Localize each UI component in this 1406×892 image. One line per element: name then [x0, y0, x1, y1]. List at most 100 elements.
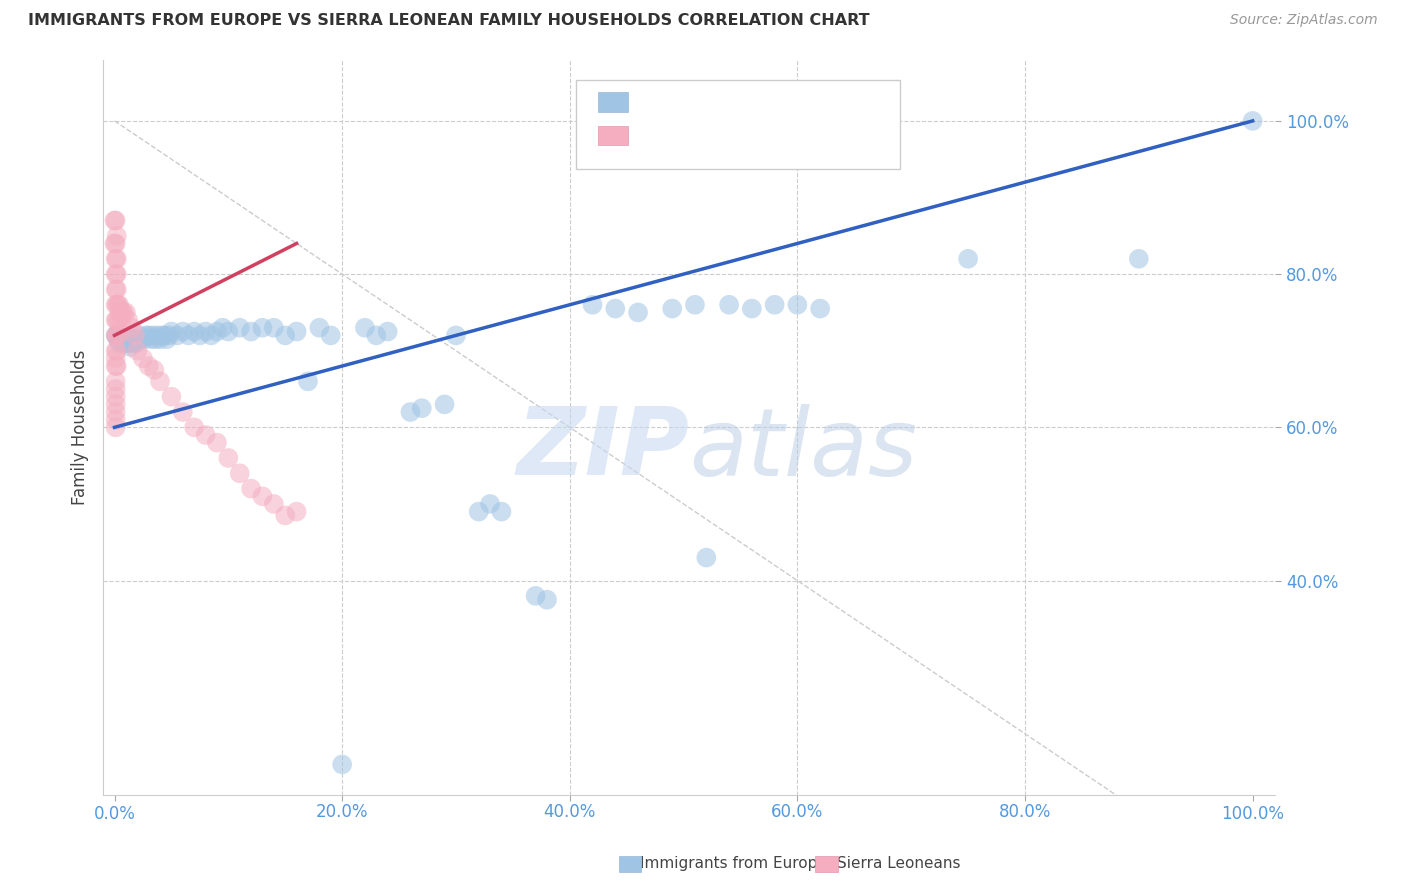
- Point: [166, 328, 188, 343]
- Point: [263, 497, 285, 511]
- Point: [103, 213, 125, 227]
- Point: [763, 298, 786, 312]
- Point: [718, 298, 741, 312]
- Point: [108, 305, 131, 319]
- Point: [444, 328, 467, 343]
- Point: [177, 328, 200, 343]
- Point: [127, 343, 149, 358]
- Point: [627, 305, 650, 319]
- Text: Immigrants from Europe: Immigrants from Europe: [640, 856, 827, 871]
- Point: [103, 236, 125, 251]
- Point: [354, 320, 377, 334]
- Point: [183, 420, 205, 434]
- Point: [111, 305, 134, 319]
- Point: [121, 332, 143, 346]
- Point: [274, 328, 297, 343]
- Point: [297, 375, 319, 389]
- Point: [252, 489, 274, 503]
- Point: [1241, 114, 1264, 128]
- Point: [399, 405, 422, 419]
- Point: [228, 467, 250, 481]
- Text: atlas: atlas: [689, 404, 918, 495]
- Point: [104, 282, 127, 296]
- Point: [183, 325, 205, 339]
- Point: [104, 351, 127, 366]
- Point: [108, 298, 131, 312]
- Point: [117, 332, 139, 346]
- Point: [156, 332, 179, 346]
- Point: [104, 420, 127, 434]
- Point: [661, 301, 683, 316]
- Point: [104, 405, 127, 419]
- Point: [157, 328, 180, 343]
- Point: [467, 505, 489, 519]
- Point: [957, 252, 980, 266]
- Point: [308, 320, 330, 334]
- Point: [105, 328, 128, 343]
- Point: [115, 332, 138, 346]
- Point: [142, 328, 165, 343]
- Point: [240, 482, 263, 496]
- Point: [194, 428, 217, 442]
- Point: [240, 325, 263, 339]
- Point: [104, 313, 127, 327]
- Point: [160, 325, 183, 339]
- Point: [205, 435, 228, 450]
- Point: [110, 313, 132, 327]
- Point: [104, 213, 127, 227]
- Point: [120, 340, 142, 354]
- Point: [118, 336, 141, 351]
- Point: [683, 298, 706, 312]
- Text: IMMIGRANTS FROM EUROPE VS SIERRA LEONEAN FAMILY HOUSEHOLDS CORRELATION CHART: IMMIGRANTS FROM EUROPE VS SIERRA LEONEAN…: [28, 13, 870, 29]
- Point: [194, 325, 217, 339]
- Point: [108, 336, 131, 351]
- Point: [104, 267, 127, 281]
- Point: [200, 328, 222, 343]
- Point: [150, 328, 173, 343]
- Point: [153, 328, 176, 343]
- Point: [111, 332, 134, 346]
- Point: [104, 343, 127, 358]
- Point: [115, 305, 138, 319]
- Point: [160, 390, 183, 404]
- Point: [581, 298, 603, 312]
- Point: [172, 405, 194, 419]
- Point: [124, 332, 146, 346]
- Point: [695, 550, 717, 565]
- Point: [105, 359, 128, 373]
- Point: [128, 328, 150, 343]
- Point: [211, 320, 233, 334]
- Point: [124, 328, 146, 343]
- Point: [146, 328, 169, 343]
- Point: [104, 328, 127, 343]
- Point: [139, 332, 162, 346]
- Point: [274, 508, 297, 523]
- Point: [330, 757, 353, 772]
- Point: [132, 351, 155, 366]
- Point: [491, 505, 513, 519]
- Point: [105, 228, 128, 243]
- Point: [105, 313, 128, 327]
- Point: [107, 328, 129, 343]
- Point: [112, 336, 135, 351]
- Point: [285, 505, 308, 519]
- Text: ZIP: ZIP: [516, 403, 689, 495]
- Point: [433, 397, 456, 411]
- Point: [115, 336, 138, 351]
- Point: [104, 390, 127, 404]
- Point: [105, 267, 128, 281]
- Point: [524, 589, 547, 603]
- Text: R =  0.217   N = 58: R = 0.217 N = 58: [637, 126, 844, 144]
- Text: 20.0%: 20.0%: [316, 803, 368, 821]
- Point: [104, 328, 127, 343]
- Text: 40.0%: 40.0%: [544, 803, 596, 821]
- Point: [1128, 252, 1150, 266]
- Point: [138, 359, 160, 373]
- Point: [104, 298, 127, 312]
- Point: [105, 298, 128, 312]
- Point: [536, 592, 558, 607]
- Point: [411, 401, 433, 416]
- Text: 60.0%: 60.0%: [772, 803, 824, 821]
- Point: [105, 328, 128, 343]
- Point: [104, 236, 127, 251]
